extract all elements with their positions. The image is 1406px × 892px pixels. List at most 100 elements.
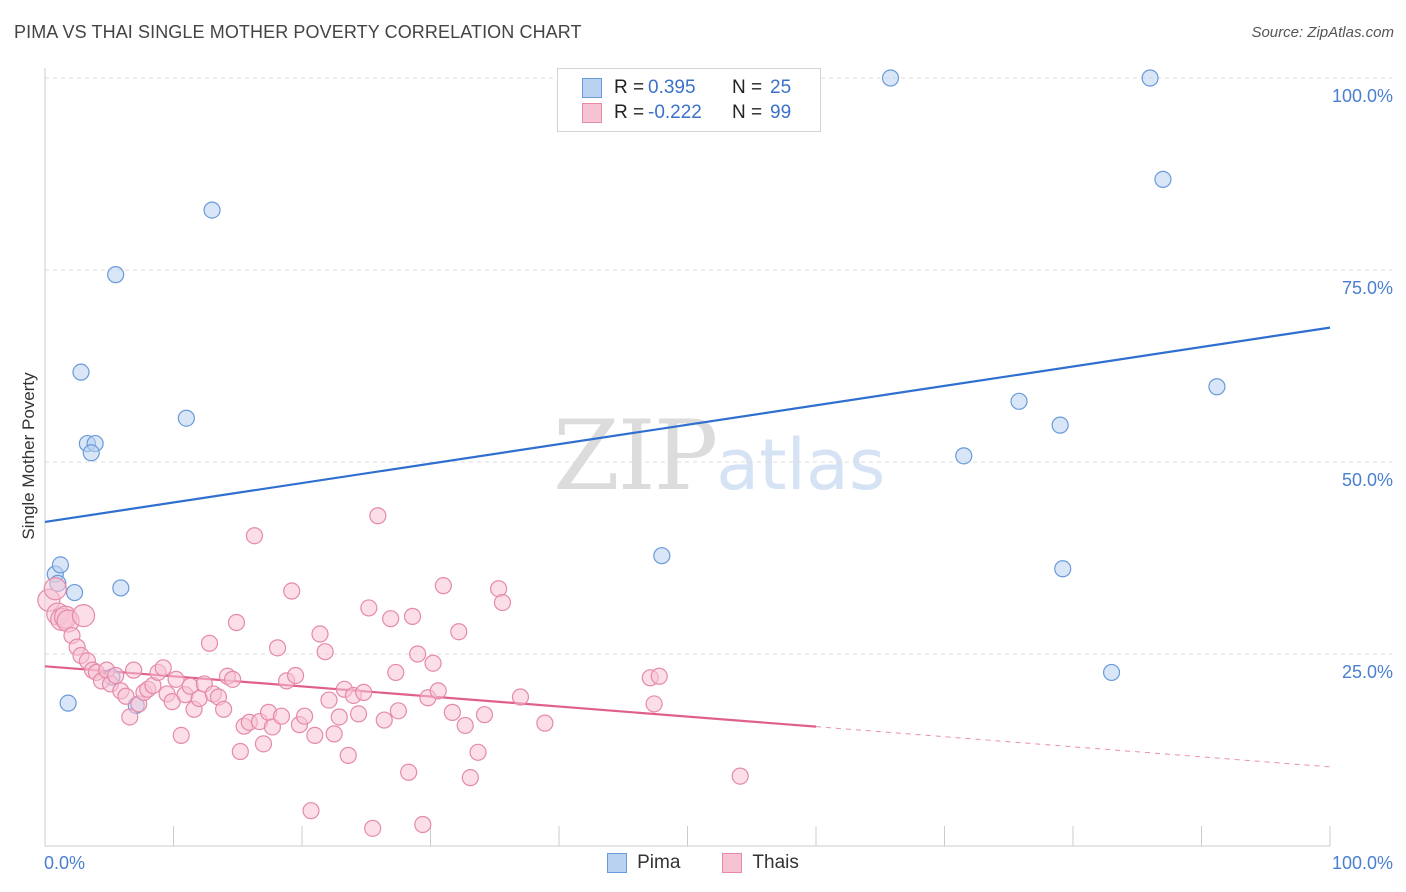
point-thais: [107, 666, 125, 685]
data-points: [37, 69, 1226, 837]
watermark-zip: ZIP: [553, 400, 718, 512]
point-thais: [387, 663, 405, 682]
bottom-legend-thais[interactable]: Thais: [722, 852, 799, 874]
point-thais: [320, 691, 338, 709]
point-thais: [231, 742, 249, 761]
point-thais: [400, 763, 418, 781]
legend-r-value: -0.222: [648, 102, 702, 123]
axes: [44, 68, 1331, 847]
point-thais: [511, 688, 530, 706]
legend-n-label: N =: [732, 102, 763, 123]
point-thais: [450, 623, 468, 641]
y-tick-label: 25.0%: [1342, 662, 1393, 682]
chart-source[interactable]: Source: ZipAtlas.com: [1251, 24, 1394, 41]
x-tick-label: 0.0%: [44, 853, 85, 873]
trend-lines: [44, 326, 1331, 768]
chart-title: PIMA VS THAI SINGLE MOTHER POVERTY CORRE…: [14, 22, 582, 42]
legend-box: R = 0.395 N = 25 R = -0.222 N = 99: [557, 68, 821, 132]
point-thais: [456, 716, 474, 735]
bottom-legend-pima[interactable]: Pima: [607, 852, 680, 874]
point-pima: [82, 444, 100, 462]
point-thais: [731, 767, 749, 785]
point-thais: [325, 725, 343, 743]
point-pima: [1141, 69, 1159, 87]
watermark: ZIPatlas: [553, 400, 885, 512]
point-thais: [311, 625, 329, 643]
trend-line-extension-thais: [815, 726, 1331, 768]
point-thais: [215, 700, 233, 718]
point-thais: [286, 666, 305, 685]
point-pima: [51, 556, 70, 574]
point-thais: [469, 743, 487, 761]
point-pima: [72, 363, 90, 381]
bottom-legend-label-pima: Pima: [637, 852, 681, 873]
legend-n-label: N =: [732, 77, 763, 98]
point-thais: [254, 735, 273, 753]
point-thais: [316, 643, 334, 661]
point-pima: [1054, 560, 1072, 578]
point-thais: [364, 819, 382, 837]
y-tick-label: 75.0%: [1342, 278, 1393, 298]
point-pima: [177, 409, 195, 427]
point-thais: [389, 702, 407, 720]
point-thais: [349, 705, 368, 723]
point-thais: [443, 703, 461, 721]
point-thais: [369, 507, 387, 525]
point-thais: [536, 714, 554, 732]
legend-n-value: 99: [770, 102, 792, 123]
point-thais: [117, 687, 135, 705]
point-thais: [172, 726, 190, 745]
point-thais: [306, 726, 324, 745]
point-thais: [295, 707, 314, 725]
point-pima: [65, 583, 84, 602]
point-pima: [1051, 416, 1069, 434]
point-thais: [167, 670, 185, 688]
point-thais: [154, 659, 172, 677]
point-pima: [1010, 392, 1028, 410]
point-pima: [1208, 378, 1226, 396]
point-thais: [245, 527, 264, 545]
point-thais: [434, 577, 452, 595]
trend-line-pima: [44, 326, 1331, 523]
point-thais: [650, 667, 668, 685]
point-thais: [71, 603, 96, 628]
bottom-legend-label-thais: Thais: [752, 852, 799, 873]
y-axis-label: Single Mother Poverty: [19, 372, 38, 540]
point-thais: [227, 613, 246, 632]
point-thais: [475, 706, 494, 724]
point-thais: [409, 645, 427, 663]
legend-row-thais: R = -0.222 N = 99: [582, 101, 791, 125]
tick-labels: 25.0% 50.0% 75.0% 100.0% 0.0% 100.0%: [44, 86, 1393, 873]
point-thais: [360, 599, 378, 617]
bottom-legend: Pima Thais: [0, 852, 1406, 874]
x-tick-label: 100.0%: [1332, 853, 1393, 873]
point-thais: [43, 577, 67, 601]
point-thais: [200, 634, 219, 652]
legend-r-value: 0.395: [648, 77, 696, 98]
point-thais: [339, 746, 357, 764]
legend-row-pima: R = 0.395 N = 25: [582, 76, 791, 100]
legend-r-label: R =: [614, 102, 645, 123]
point-thais: [283, 582, 301, 600]
bottom-legend-swatch-pima: [607, 853, 628, 873]
point-thais: [268, 639, 287, 657]
point-thais: [645, 695, 663, 713]
point-thais: [330, 708, 348, 726]
legend-n-value: 25: [770, 77, 792, 98]
point-thais: [424, 654, 442, 672]
point-thais: [302, 802, 320, 820]
legend-swatch-pima: [582, 78, 602, 98]
point-pima: [112, 579, 130, 597]
point-thais: [429, 682, 447, 700]
watermark-atlas: atlas: [716, 424, 886, 506]
point-pima: [955, 447, 973, 465]
y-tick-label: 50.0%: [1342, 470, 1393, 490]
point-pima: [107, 266, 125, 284]
point-pima: [653, 547, 671, 565]
legend-r-label: R =: [614, 77, 645, 98]
point-thais: [272, 707, 291, 725]
point-thais: [414, 815, 432, 834]
point-thais: [382, 610, 400, 628]
point-thais: [375, 711, 393, 729]
